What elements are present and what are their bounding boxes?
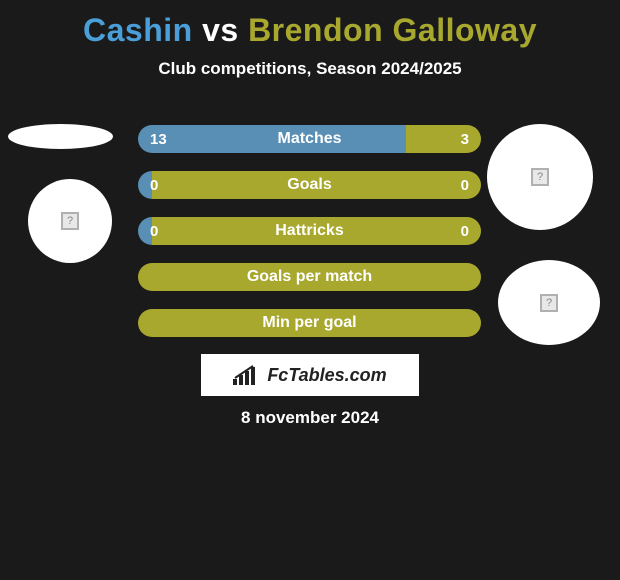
bar-value-right: 3 (461, 125, 469, 153)
image-placeholder-icon: ? (540, 294, 558, 312)
bar-label: Goals per match (138, 263, 481, 291)
bar-label: Matches (138, 125, 481, 153)
player2-avatar: ? (487, 124, 593, 230)
player1-avatar: ? (28, 179, 112, 263)
subtitle: Club competitions, Season 2024/2025 (0, 59, 620, 79)
bar-label: Hattricks (138, 217, 481, 245)
image-placeholder-icon: ? (61, 212, 79, 230)
vs-text: vs (202, 12, 239, 48)
bar-value-right: 0 (461, 217, 469, 245)
comparison-bars: 13 Matches 3 0 Goals 0 0 Hattricks 0 Goa… (138, 125, 481, 355)
bar-label: Goals (138, 171, 481, 199)
page-title: Cashin vs Brendon Galloway (0, 0, 620, 49)
chart-icon (233, 365, 261, 385)
image-placeholder-icon: ? (531, 168, 549, 186)
decor-ellipse-top-left (8, 124, 113, 149)
footer-date: 8 november 2024 (0, 408, 620, 428)
bar-goals: 0 Goals 0 (138, 171, 481, 199)
decor-circle-right: ? (498, 260, 600, 345)
player1-name: Cashin (83, 12, 193, 48)
player2-name: Brendon Galloway (248, 12, 537, 48)
fctables-logo: FcTables.com (201, 354, 419, 396)
bar-value-right: 0 (461, 171, 469, 199)
bar-goals-per-match: Goals per match (138, 263, 481, 291)
bar-label: Min per goal (138, 309, 481, 337)
logo-text: FcTables.com (267, 365, 386, 386)
bar-matches: 13 Matches 3 (138, 125, 481, 153)
bar-hattricks: 0 Hattricks 0 (138, 217, 481, 245)
bar-min-per-goal: Min per goal (138, 309, 481, 337)
